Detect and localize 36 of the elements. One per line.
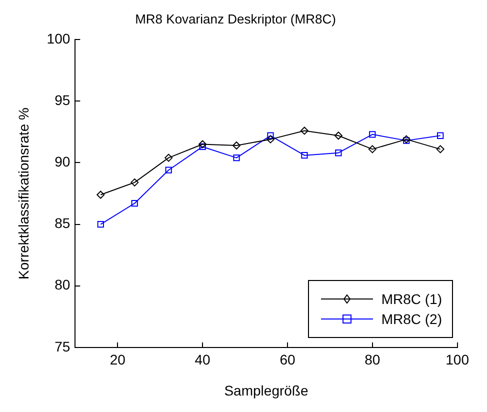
point (368, 145, 376, 154)
point (165, 166, 172, 174)
y-tick-label: 100 (46, 30, 70, 46)
x-tick-label: 80 (364, 352, 380, 368)
point (369, 131, 376, 138)
legend-label: MR8C (1) (381, 291, 442, 307)
y-tick-label: 85 (54, 215, 70, 232)
point (437, 132, 444, 139)
y-tick-label: 80 (54, 276, 70, 293)
point (233, 154, 240, 162)
point (198, 140, 207, 148)
point (96, 190, 105, 199)
y-axis-title: Korrektklassifikationsrate % (15, 108, 32, 280)
x-tick-label: 20 (110, 352, 126, 368)
point (267, 132, 274, 139)
point (301, 152, 308, 159)
legend-label: MR8C (2) (381, 311, 442, 327)
x-tick-label: 60 (280, 352, 296, 368)
point (334, 132, 342, 140)
point (131, 200, 138, 207)
x-tick-label: 40 (194, 352, 211, 368)
point (97, 220, 104, 228)
point (266, 135, 274, 144)
chart-title: MR8 Kovarianz Deskriptor (MR8C) (135, 11, 336, 26)
point (232, 141, 241, 150)
x-axis-title: Samplegröße (224, 382, 308, 398)
point (199, 143, 206, 150)
point (164, 154, 173, 162)
point (130, 178, 139, 186)
y-tick-label: 75 (54, 338, 70, 354)
x-tick-label: 100 (446, 352, 470, 368)
point (300, 126, 308, 135)
y-tick-label: 90 (54, 154, 70, 170)
y-tick-label: 95 (54, 92, 70, 108)
point (436, 145, 444, 154)
point (335, 150, 342, 156)
